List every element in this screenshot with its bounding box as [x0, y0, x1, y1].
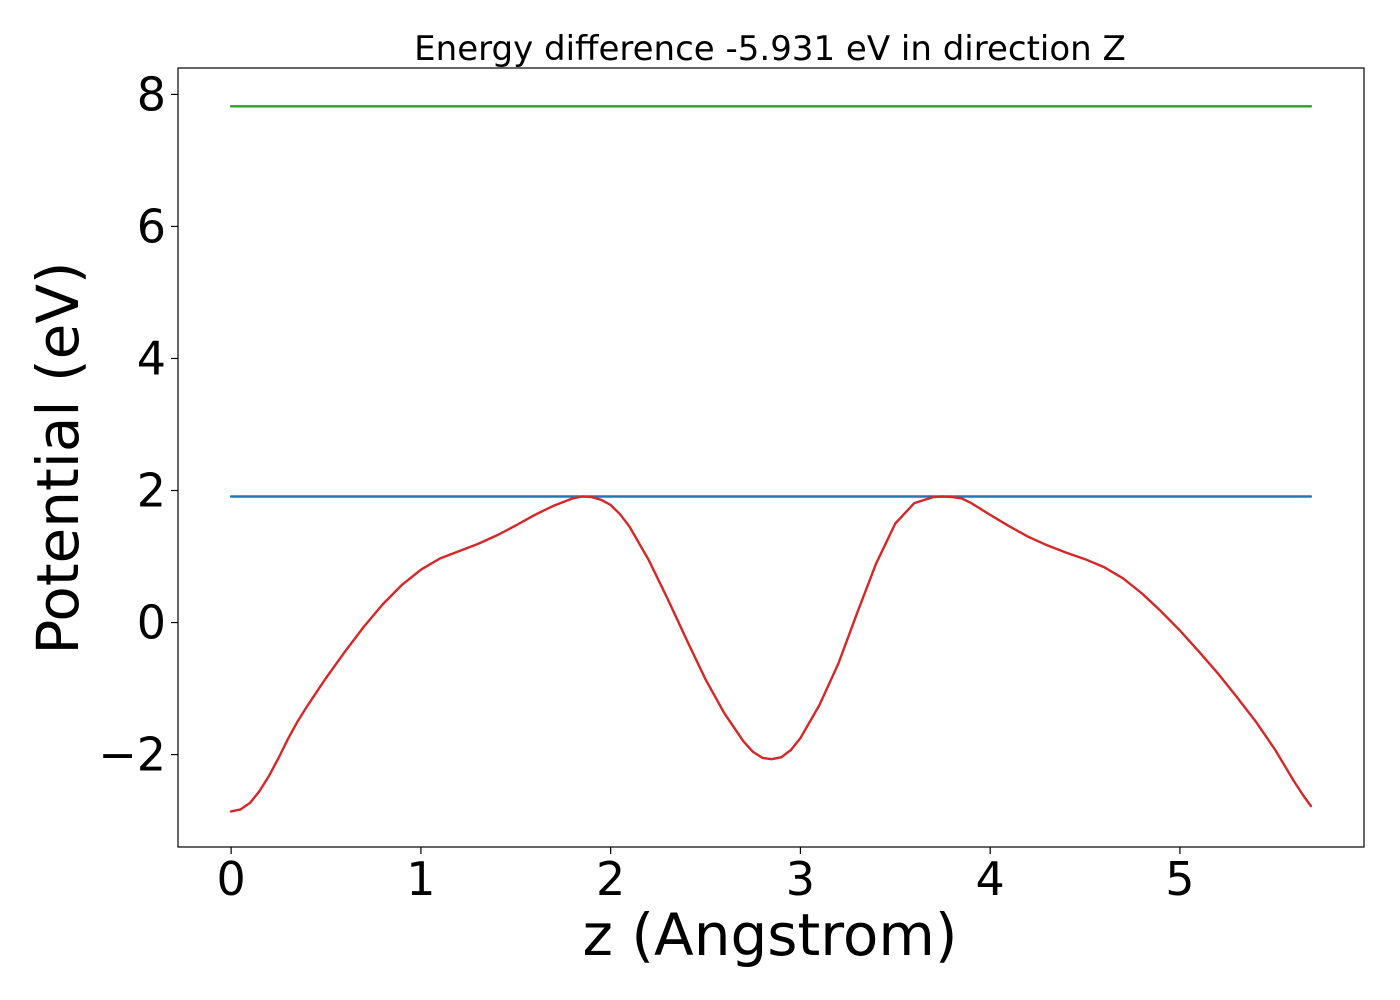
- x-axis: 0 1 2 3 4 5: [216, 847, 1195, 906]
- series-line-2: [229, 495, 1313, 813]
- y-axis: −2 0 2 4 6 8: [98, 67, 178, 782]
- x-tick-label: 0: [216, 852, 245, 906]
- x-tick-label: 2: [596, 852, 625, 906]
- y-tick-label: 8: [137, 67, 166, 121]
- y-tick-label: 4: [137, 331, 166, 385]
- y-tick-label: 0: [137, 596, 166, 650]
- plot-area: [229, 105, 1313, 813]
- plot-frame: [177, 67, 1365, 848]
- y-axis-label: Potential (eV): [24, 261, 92, 654]
- x-tick-label: 1: [406, 852, 435, 906]
- y-tick-label: −2: [98, 728, 166, 782]
- x-tick-label: 4: [976, 852, 1005, 906]
- x-tick-label: 5: [1165, 852, 1194, 906]
- y-tick-label: 6: [137, 199, 166, 253]
- chart-title: Energy difference -5.931 eV in direction…: [414, 29, 1126, 69]
- y-tick-label: 2: [137, 464, 166, 518]
- x-tick-label: 3: [786, 852, 815, 906]
- x-axis-label: z (Angstrom): [583, 901, 958, 969]
